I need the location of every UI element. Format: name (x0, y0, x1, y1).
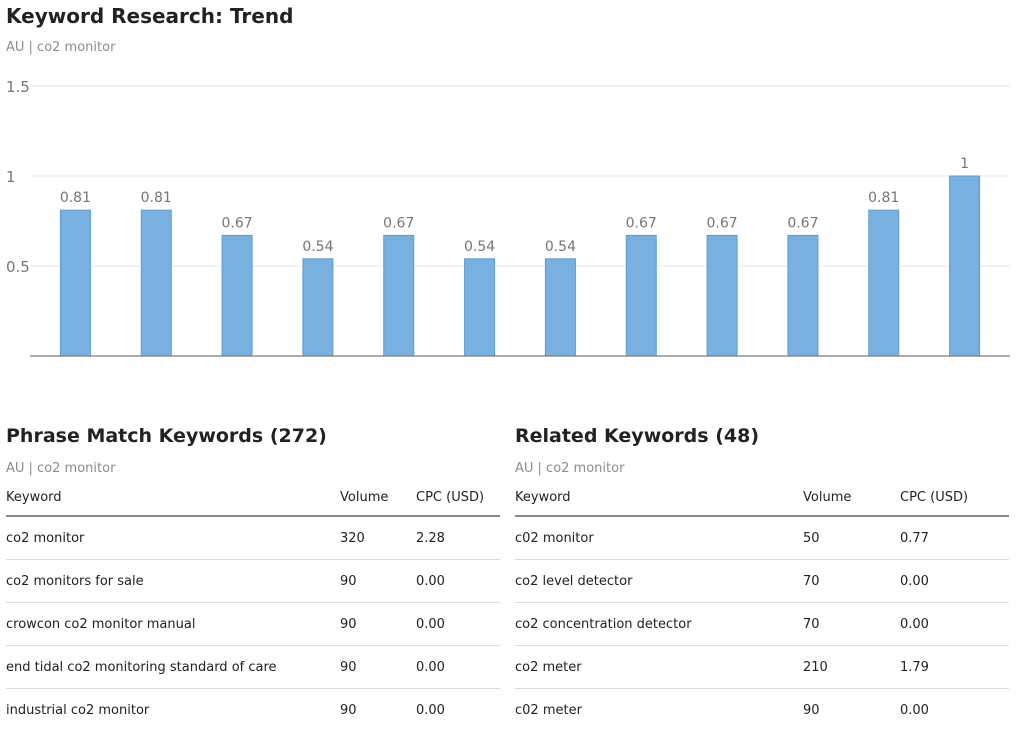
cpc-cell: 0.77 (900, 531, 929, 546)
bar-value-label: 0.54 (545, 239, 576, 255)
y-tick-label: 0.5 (6, 258, 30, 276)
column-header-cpc[interactable]: CPC (USD) (416, 490, 485, 505)
table-row: crowcon co2 monitor manual 90 0.00 (6, 603, 500, 646)
volume-cell: 90 (340, 660, 357, 675)
bar (544, 258, 576, 357)
volume-cell: 90 (340, 703, 357, 718)
column-header-cpc[interactable]: CPC (USD) (900, 490, 969, 505)
bar-value-label: 0.67 (787, 215, 818, 231)
bar (625, 234, 657, 357)
table-header-row: Keyword Volume CPC (USD) (515, 480, 1009, 517)
bar (787, 234, 819, 357)
keyword-cell[interactable]: co2 concentration detector (515, 617, 692, 632)
bar-value-label: 0.54 (464, 239, 495, 255)
cpc-cell: 0.00 (900, 703, 929, 718)
keyword-cell[interactable]: c02 monitor (515, 531, 594, 546)
keyword-cell[interactable]: crowcon co2 monitor manual (6, 617, 196, 632)
cpc-cell: 2.28 (416, 531, 445, 546)
bar-value-label: 0.81 (60, 190, 91, 206)
cpc-cell: 0.00 (416, 703, 445, 718)
volume-cell: 210 (803, 660, 828, 675)
phrase-match-title: Phrase Match Keywords (272) (6, 425, 327, 447)
bar (221, 234, 253, 357)
table-row: c02 monitor 50 0.77 (515, 517, 1009, 560)
keyword-cell[interactable]: co2 monitor (6, 531, 85, 546)
keyword-cell[interactable]: co2 meter (515, 660, 582, 675)
volume-cell: 70 (803, 617, 820, 632)
phrase-match-subtitle: AU | co2 monitor (6, 461, 116, 476)
table-row: co2 concentration detector 70 0.00 (515, 603, 1009, 646)
volume-cell: 320 (340, 531, 365, 546)
cpc-cell: 0.00 (416, 617, 445, 632)
bar-value-label: 0.67 (221, 215, 252, 231)
table-row: co2 meter 210 1.79 (515, 646, 1009, 689)
table-row: end tidal co2 monitoring standard of car… (6, 646, 500, 689)
page-subtitle: AU | co2 monitor (6, 40, 116, 55)
table-row: co2 monitor 320 2.28 (6, 517, 500, 560)
bar (302, 258, 334, 357)
bar-value-label: 0.67 (706, 215, 737, 231)
bar (140, 209, 172, 357)
column-header-volume[interactable]: Volume (340, 490, 389, 505)
y-tick-label: 1.5 (6, 78, 30, 96)
keyword-cell[interactable]: co2 monitors for sale (6, 574, 144, 589)
page-title: Keyword Research: Trend (6, 4, 294, 28)
keyword-cell[interactable]: co2 level detector (515, 574, 633, 589)
bar (59, 209, 91, 357)
keyword-cell[interactable]: industrial co2 monitor (6, 703, 150, 718)
cpc-cell: 0.00 (416, 660, 445, 675)
table-row: co2 level detector 70 0.00 (515, 560, 1009, 603)
volume-cell: 90 (340, 574, 357, 589)
volume-cell: 90 (340, 617, 357, 632)
bar-value-label: 0.81 (868, 190, 899, 206)
bar (706, 234, 738, 357)
volume-cell: 50 (803, 531, 820, 546)
keyword-cell[interactable]: c02 meter (515, 703, 582, 718)
bar-value-label: 0.81 (141, 190, 172, 206)
column-header-keyword[interactable]: Keyword (6, 490, 62, 505)
bar-value-label: 0.54 (302, 239, 333, 255)
trend-bar-chart: 0.5 1 1.5 0.81 0.81 0.67 0.54 0.67 0.54 0.54 0.67 0… (6, 78, 1010, 357)
table-row: c02 meter 90 0.00 (515, 689, 1009, 731)
related-keywords-table: Keyword Volume CPC (USD) c02 monitor 50 … (515, 480, 1009, 731)
table-row: industrial co2 monitor 90 0.00 (6, 689, 500, 731)
column-header-keyword[interactable]: Keyword (515, 490, 571, 505)
cpc-cell: 0.00 (900, 574, 929, 589)
column-header-volume[interactable]: Volume (803, 490, 852, 505)
bar (383, 234, 415, 357)
related-keywords-subtitle: AU | co2 monitor (515, 461, 625, 476)
volume-cell: 90 (803, 703, 820, 718)
cpc-cell: 0.00 (900, 617, 929, 632)
cpc-cell: 1.79 (900, 660, 929, 675)
phrase-match-table: Keyword Volume CPC (USD) co2 monitor 320… (6, 480, 500, 731)
bar-value-label: 0.67 (626, 215, 657, 231)
related-keywords-title: Related Keywords (48) (515, 425, 760, 447)
bar (868, 209, 900, 357)
y-tick-label: 1 (6, 168, 16, 186)
table-row: co2 monitors for sale 90 0.00 (6, 560, 500, 603)
bar-value-label: 0.67 (383, 215, 414, 231)
bar (464, 258, 496, 357)
bar (949, 175, 981, 357)
table-header-row: Keyword Volume CPC (USD) (6, 480, 500, 517)
bar-value-label: 1 (960, 156, 969, 172)
volume-cell: 70 (803, 574, 820, 589)
keyword-cell[interactable]: end tidal co2 monitoring standard of car… (6, 660, 277, 675)
cpc-cell: 0.00 (416, 574, 445, 589)
